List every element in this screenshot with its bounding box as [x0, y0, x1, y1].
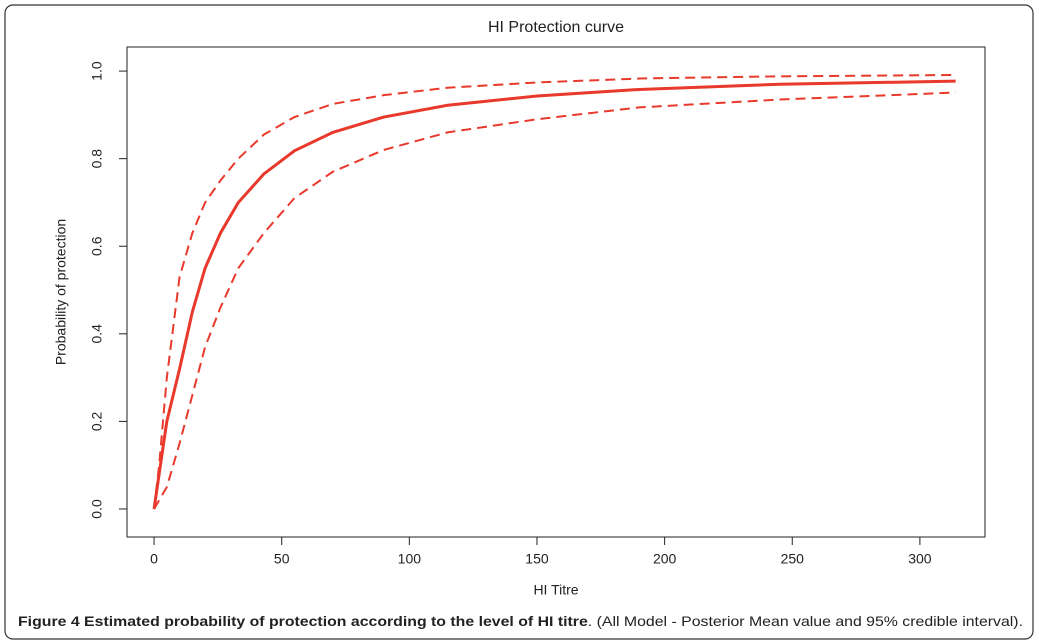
x-tick-label: 0	[150, 551, 158, 567]
x-tick-label: 150	[525, 551, 549, 567]
y-tick-label: 0.0	[89, 499, 105, 519]
frame	[4, 4, 1034, 640]
chart-title: HI Protection curve	[488, 19, 624, 36]
caption: Figure 4 Estimated probability of protec…	[18, 613, 1023, 629]
line	[153, 91, 956, 510]
x-tick-label: 50	[274, 551, 290, 567]
y-tick-label: 0.4	[89, 324, 105, 344]
x-axis-label: HI Titre	[533, 582, 578, 598]
y-tick-label: 0.6	[89, 236, 105, 256]
plot-area	[126, 46, 986, 538]
caption-text: . (All Model - Posterior Mean value and …	[588, 613, 1023, 629]
y-tick-label: 0.8	[89, 149, 105, 169]
y-tick-label: 0.2	[89, 411, 105, 431]
caption-label: Figure 4 Estimated probability of protec…	[18, 613, 588, 629]
y-tick-label: 1.0	[89, 61, 105, 81]
y-axis-label: Probability of protection	[53, 219, 69, 365]
x-tick-label: 300	[908, 551, 932, 567]
line	[153, 74, 956, 510]
x-tick-label: 100	[398, 551, 422, 567]
x-tick-label: 250	[781, 551, 805, 567]
x-tick-label: 200	[653, 551, 677, 567]
line	[152, 79, 956, 510]
